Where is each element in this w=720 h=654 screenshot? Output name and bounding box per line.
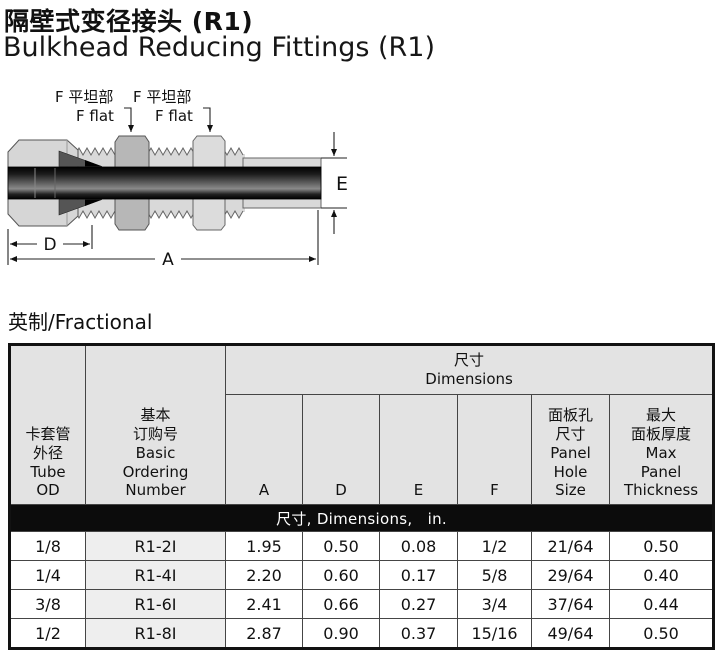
cell-ordering-number: R1-6I xyxy=(85,589,226,619)
ferrules xyxy=(58,150,103,216)
table-row: 3/8 R1-6I 2.41 0.66 0.27 3/4 37/64 0.44 xyxy=(9,589,715,619)
cell-max-panel: 0.50 xyxy=(608,618,715,649)
cell-a: 2.41 xyxy=(225,589,303,619)
cell-f: 1/2 xyxy=(457,531,532,561)
col-group-dimensions: 尺寸 Dimensions xyxy=(224,344,715,395)
f-flat-leader-lines xyxy=(124,107,213,132)
cell-a: 1.95 xyxy=(225,531,303,561)
dimension-d-lines xyxy=(7,225,93,265)
table-row: 1/4 R1-4I 2.20 0.60 0.17 5/8 29/64 0.40 xyxy=(9,560,715,590)
col-header-f: F xyxy=(457,394,532,505)
cell-tube-od: 3/8 xyxy=(9,589,86,619)
cell-e: 0.08 xyxy=(379,531,458,561)
cell-panel-hole: 49/64 xyxy=(531,618,610,649)
dimension-e-label: E xyxy=(336,173,348,195)
cell-ordering-number: R1-2I xyxy=(85,531,226,561)
page-title-zh: 隔壁式变径接头 (R1) xyxy=(4,7,254,36)
col-header-d: D xyxy=(302,394,380,505)
dimension-a-label: A xyxy=(162,250,174,268)
f-flat-label-2-zh: F 平坦部 xyxy=(133,88,191,106)
cell-panel-hole: 21/64 xyxy=(531,531,610,561)
cell-f: 5/8 xyxy=(457,560,532,590)
col-header-ordering-number: 基本 订购号 Basic Ordering Number xyxy=(85,344,226,505)
col-header-e: E xyxy=(379,394,458,505)
cell-panel-hole: 29/64 xyxy=(531,560,610,590)
cell-f: 15/16 xyxy=(457,618,532,649)
cell-f: 3/4 xyxy=(457,589,532,619)
cell-e: 0.27 xyxy=(379,589,458,619)
cell-e: 0.17 xyxy=(379,560,458,590)
cell-d: 0.60 xyxy=(302,560,380,590)
table-row: 1/8 R1-2I 1.95 0.50 0.08 1/2 21/64 0.50 xyxy=(9,531,715,561)
fractional-dimensions-table: 卡套管 外径 Tube OD 基本 订购号 Basic Ordering Num… xyxy=(8,343,716,650)
col-header-panel-hole-size: 面板孔 尺寸 Panel Hole Size xyxy=(531,394,610,505)
cell-e: 0.37 xyxy=(379,618,458,649)
dimension-d-label: D xyxy=(43,235,56,255)
f-flat-label-2-en: F flat xyxy=(155,107,193,125)
f-flat-label-1-zh: F 平坦部 xyxy=(55,88,113,106)
table-row: 1/2 R1-8I 2.87 0.90 0.37 15/16 49/64 0.5… xyxy=(9,618,715,649)
dimension-e-lines xyxy=(321,132,347,234)
cell-max-panel: 0.44 xyxy=(608,589,715,619)
cell-panel-hole: 37/64 xyxy=(531,589,610,619)
col-header-tube-od: 卡套管 外径 Tube OD xyxy=(9,344,86,505)
page-title-en: Bulkhead Reducing Fittings (R1) xyxy=(3,32,435,63)
cell-ordering-number: R1-8I xyxy=(85,618,226,649)
cell-max-panel: 0.40 xyxy=(608,560,715,590)
f-flat-label-1-en: F flat xyxy=(76,107,114,125)
cell-tube-od: 1/8 xyxy=(9,531,86,561)
section-label-fractional: 英制/Fractional xyxy=(8,310,153,334)
cell-d: 0.50 xyxy=(302,531,380,561)
cell-ordering-number: R1-4I xyxy=(85,560,226,590)
units-banner: 尺寸, Dimensions, in. xyxy=(8,504,715,532)
cell-d: 0.90 xyxy=(302,618,380,649)
col-header-a: A xyxy=(225,394,303,505)
cell-a: 2.20 xyxy=(225,560,303,590)
dimension-a-lines xyxy=(10,210,319,265)
cell-max-panel: 0.50 xyxy=(608,531,715,561)
cell-d: 0.66 xyxy=(302,589,380,619)
fitting-cross-section-diagram: F 平坦部 F flat F 平坦部 F flat E D A xyxy=(7,88,348,268)
cell-tube-od: 1/4 xyxy=(9,560,86,590)
col-header-max-panel-thickness: 最大 面板厚度 Max Panel Thickness xyxy=(608,394,715,505)
tube xyxy=(7,166,322,200)
cell-tube-od: 1/2 xyxy=(9,618,86,649)
units-banner-row: 尺寸, Dimensions, in. xyxy=(8,504,715,532)
cell-a: 2.87 xyxy=(225,618,303,649)
